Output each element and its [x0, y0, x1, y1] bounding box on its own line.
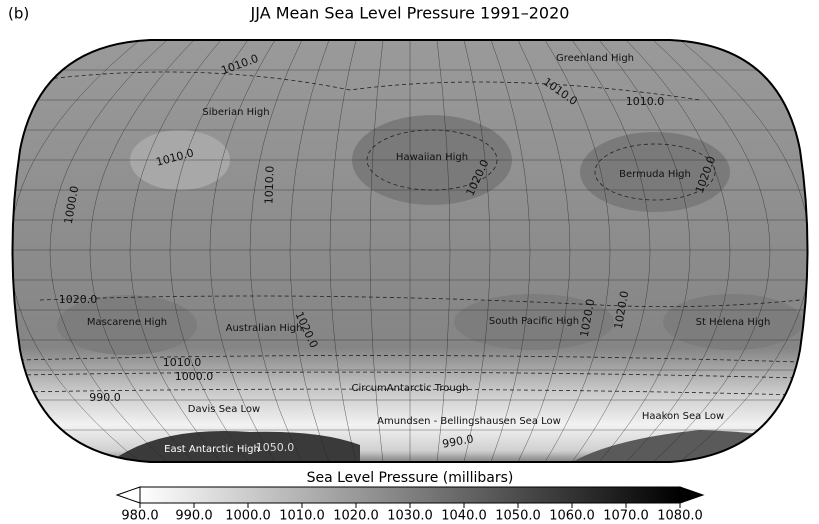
contour	[39, 71, 701, 101]
contour-label: 1010.0	[626, 95, 665, 108]
title: JJA Mean Sea Level Pressure 1991–2020	[250, 4, 570, 23]
meridian	[289, 40, 330, 462]
colorbar-scale	[139, 486, 681, 504]
high-area	[454, 294, 614, 350]
region-label: Greenland High	[556, 53, 634, 64]
region-label: Mascarene High	[87, 317, 167, 328]
colorbar-extension-low	[115, 486, 141, 504]
region-label: Siberian High	[202, 107, 269, 118]
meridian	[436, 40, 451, 462]
colorbar-extension-high	[679, 486, 705, 504]
contour	[39, 295, 801, 308]
colorbar-tick-label: 1030.0	[387, 509, 433, 524]
contour-label: 1050.0	[256, 441, 295, 454]
contour-label: 990.0	[441, 432, 474, 450]
colorbar-tick-label: 1010.0	[279, 509, 325, 524]
colorbar-tick-label: 980.0	[121, 509, 158, 524]
colorbar-tick-label: 990.0	[175, 509, 212, 524]
meridian	[598, 40, 691, 462]
colorbar-tick-label: 1070.0	[603, 509, 649, 524]
colorbar-title: Sea Level Pressure (millibars)	[307, 470, 514, 486]
colorbar-tick-label: 1020.0	[333, 509, 379, 524]
meridian	[329, 40, 357, 462]
region-label: Haakon Sea Low	[642, 411, 724, 422]
region-label: South Pacific High	[489, 316, 579, 327]
contour-label: 1010.0	[262, 166, 276, 205]
meridian	[517, 40, 571, 462]
region-label: Australian High	[226, 323, 303, 334]
contour	[594, 143, 716, 201]
region-label: Amundsen - Bellingshausen Sea Low	[377, 416, 561, 427]
meridian	[571, 40, 651, 462]
contour-label: 1000.0	[175, 370, 214, 383]
region-label: Davis Sea Low	[188, 404, 260, 415]
meridian	[89, 40, 195, 462]
meridian	[625, 40, 731, 462]
map	[12, 40, 808, 462]
meridian	[12, 40, 141, 462]
colorbar: 980.0 990.0 1000.0 1010.0 1020.0 1030.0 1040.0…	[115, 486, 705, 524]
meridian	[249, 40, 303, 462]
meridian	[169, 40, 249, 462]
colorbar-tick-label: 1040.0	[441, 509, 487, 524]
region-label: Hawaiian High	[396, 152, 468, 163]
contour	[366, 129, 498, 191]
meridian	[652, 40, 771, 462]
region-labels: Greenland High Siberian High Hawaiian Hi…	[87, 53, 770, 455]
meridian	[679, 40, 808, 462]
panel-label: (b)	[8, 5, 29, 23]
contour	[19, 371, 801, 379]
pressure-field	[12, 40, 808, 462]
meridian	[49, 40, 168, 462]
colorbar-tick-label: 1080.0	[657, 509, 703, 524]
contour	[19, 388, 801, 396]
region-label: St Helena High	[696, 317, 771, 328]
meridian	[129, 40, 222, 462]
high-area	[580, 132, 730, 212]
meridian	[463, 40, 491, 462]
contour-label: 990.0	[89, 391, 121, 404]
contour-label: 1020.0	[59, 293, 98, 306]
contour	[19, 355, 801, 363]
region-label: East Antarctic High	[164, 444, 260, 455]
region-label: Bermuda High	[619, 169, 691, 180]
colorbar-tick-label: 1000.0	[225, 509, 271, 524]
colorbar-tick-label: 1050.0	[495, 509, 541, 524]
region-label: CircumAntarctic Trough	[352, 383, 469, 394]
meridian	[209, 40, 276, 462]
colorbar-tick-label: 1060.0	[549, 509, 595, 524]
meridian	[369, 40, 384, 462]
high-area	[663, 294, 803, 350]
meridian	[490, 40, 531, 462]
map-outline	[11, 39, 809, 463]
meridian	[544, 40, 611, 462]
contour-label: 1010.0	[163, 356, 202, 369]
